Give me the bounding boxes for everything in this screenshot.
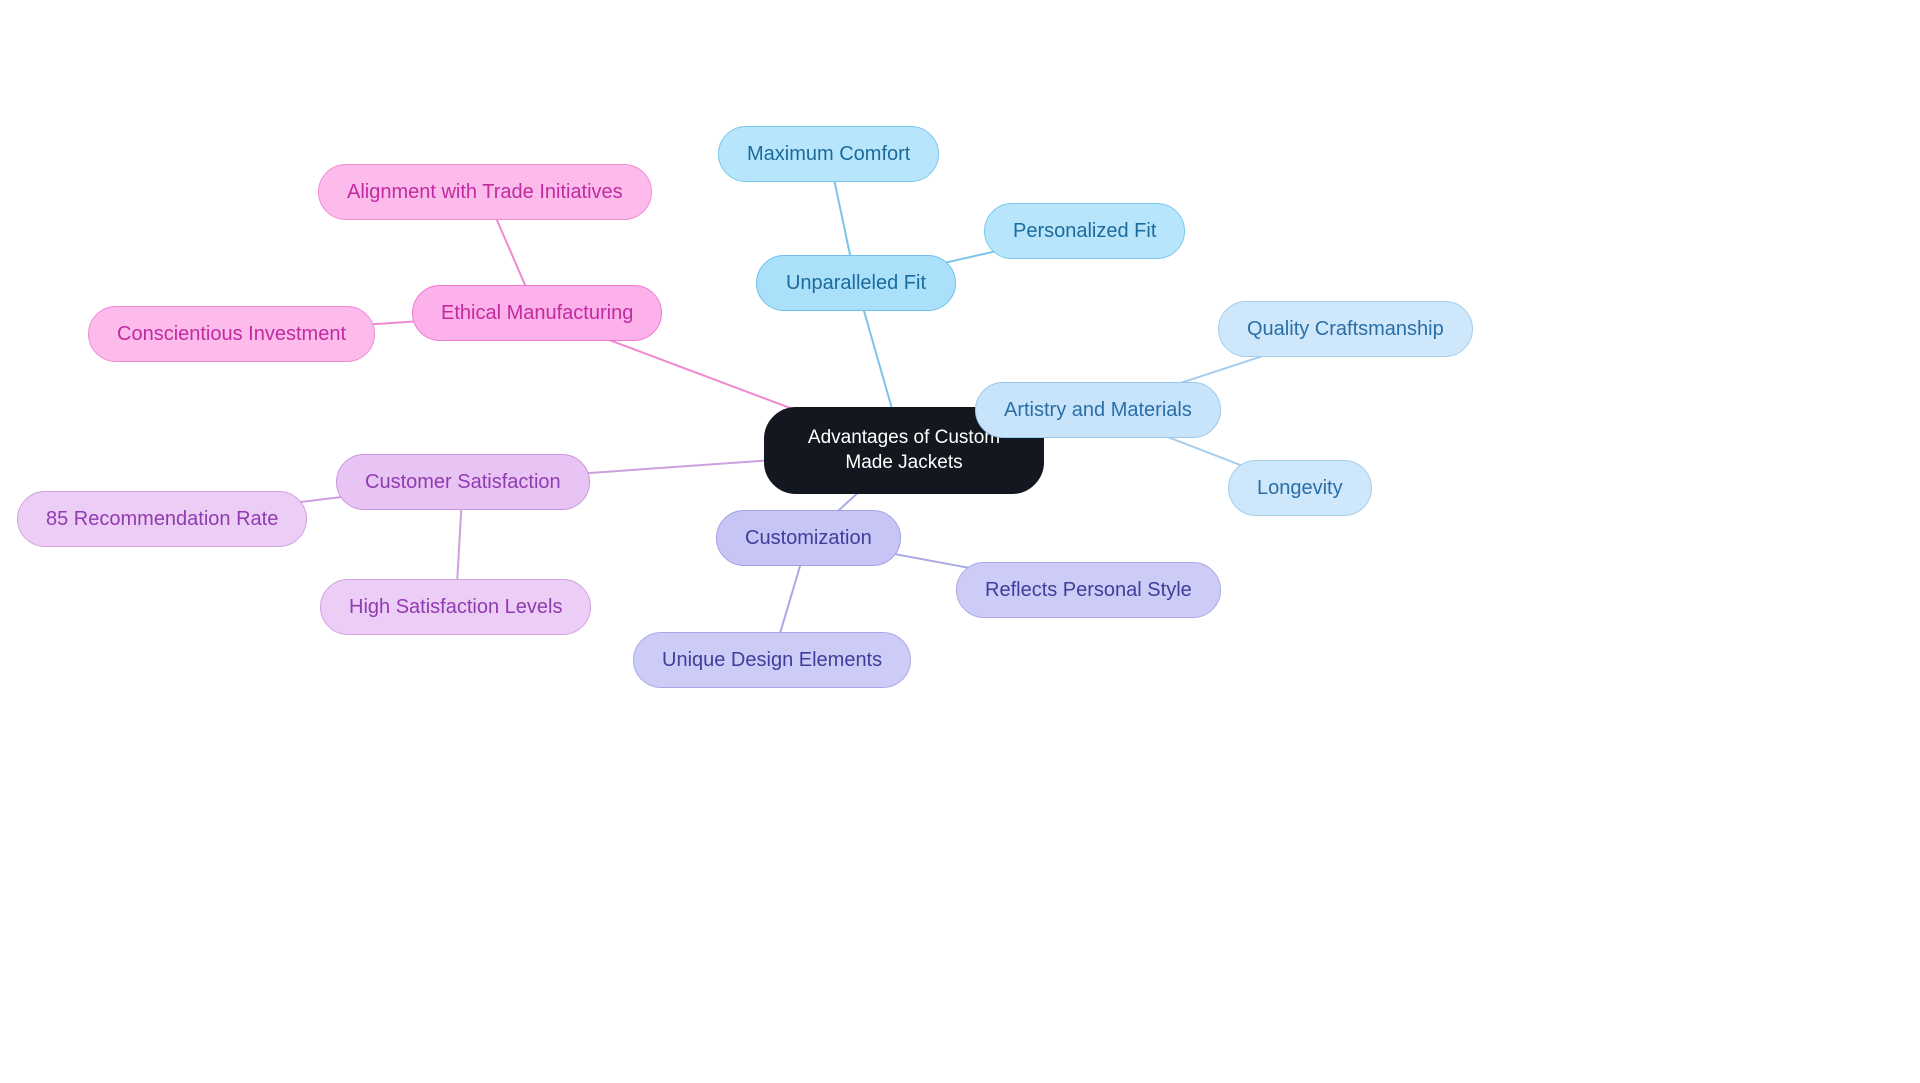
node-label: Alignment with Trade Initiatives xyxy=(347,179,623,205)
node-artistry: Artistry and Materials xyxy=(975,382,1221,438)
node-label: Advantages of Custom Made Jackets xyxy=(789,426,1019,475)
node-label: Quality Craftsmanship xyxy=(1247,316,1444,342)
node-comfort: Maximum Comfort xyxy=(718,126,939,182)
node-label: Reflects Personal Style xyxy=(985,577,1192,603)
node-label: Longevity xyxy=(1257,475,1343,501)
mindmap-canvas: Advantages of Custom Made Jackets Unparal… xyxy=(0,0,1920,1083)
node-rate: 85 Recommendation Rate xyxy=(17,491,307,547)
node-label: Artistry and Materials xyxy=(1004,397,1192,423)
node-fit: Unparalleled Fit xyxy=(756,255,956,311)
node-custom: Customization xyxy=(716,510,901,566)
node-design: Unique Design Elements xyxy=(633,632,911,688)
node-satisfaction: Customer Satisfaction xyxy=(336,454,590,510)
node-highsat: High Satisfaction Levels xyxy=(320,579,591,635)
node-label: Ethical Manufacturing xyxy=(441,300,633,326)
node-label: Personalized Fit xyxy=(1013,218,1156,244)
node-label: Unique Design Elements xyxy=(662,647,882,673)
node-longevity: Longevity xyxy=(1228,460,1372,516)
node-ethical: Ethical Manufacturing xyxy=(412,285,662,341)
node-trade: Alignment with Trade Initiatives xyxy=(318,164,652,220)
node-label: Conscientious Investment xyxy=(117,321,346,347)
node-label: Customization xyxy=(745,525,872,551)
node-craft: Quality Craftsmanship xyxy=(1218,301,1473,357)
node-invest: Conscientious Investment xyxy=(88,306,375,362)
node-label: High Satisfaction Levels xyxy=(349,594,562,620)
node-label: 85 Recommendation Rate xyxy=(46,506,278,532)
node-label: Customer Satisfaction xyxy=(365,469,561,495)
node-label: Unparalleled Fit xyxy=(786,270,926,296)
node-pfit: Personalized Fit xyxy=(984,203,1185,259)
node-label: Maximum Comfort xyxy=(747,141,910,167)
node-style: Reflects Personal Style xyxy=(956,562,1221,618)
